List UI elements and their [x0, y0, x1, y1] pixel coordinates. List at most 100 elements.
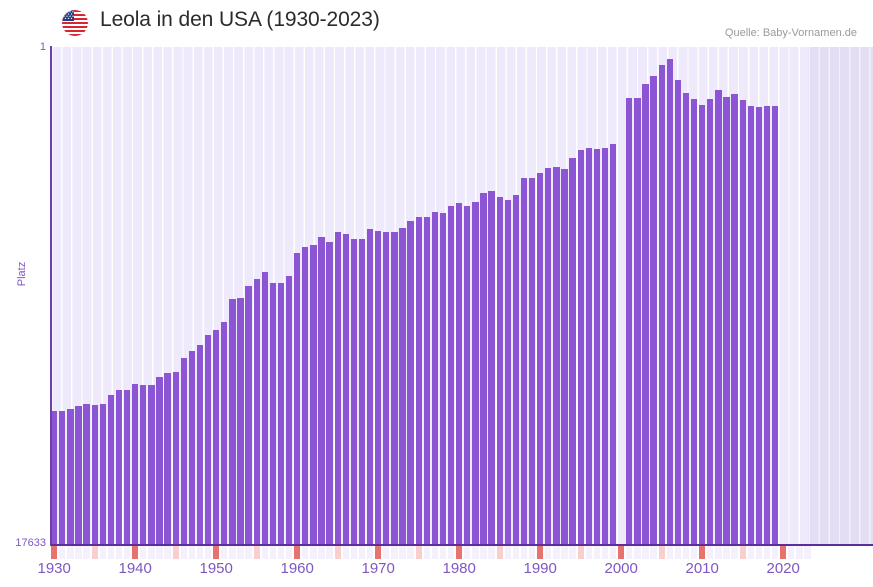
x-tick-major [132, 546, 139, 559]
x-tick-major [213, 546, 220, 559]
x-axis-tick-label: 1990 [523, 560, 557, 577]
x-tick-minor [358, 546, 366, 559]
bar [107, 395, 115, 545]
bar [569, 158, 576, 545]
x-tick-minor [464, 546, 471, 559]
bar [229, 299, 236, 545]
x-tick-minor [804, 546, 811, 559]
x-tick-major [294, 546, 301, 559]
bar [245, 286, 252, 545]
bar [261, 271, 268, 545]
x-tick-minor [366, 546, 374, 559]
x-tick-minor [747, 546, 754, 559]
x-tick-minor [148, 546, 155, 559]
x-tick-minor [528, 546, 536, 559]
x-tick-minor [261, 546, 268, 559]
bar [520, 177, 528, 545]
bar [391, 232, 398, 545]
us-flag-icon [62, 10, 88, 36]
bar [650, 76, 657, 545]
x-tick-minor [431, 546, 439, 559]
bar [375, 231, 382, 545]
x-tick-major [618, 546, 625, 559]
x-tick-minor [391, 546, 398, 559]
x-tick-minor [399, 546, 406, 559]
x-tick-minor [771, 546, 779, 559]
x-tick-major [537, 546, 544, 559]
x-tick-minor [504, 546, 511, 559]
bar [180, 358, 187, 545]
bar [123, 390, 131, 545]
x-tick-minor [755, 546, 763, 559]
bar [83, 403, 90, 545]
x-tick-minor [83, 546, 90, 559]
bar [561, 168, 568, 545]
bar [140, 385, 147, 545]
bar [537, 172, 544, 545]
bar [99, 403, 106, 545]
x-tick-minor [123, 546, 131, 559]
x-tick-minor [196, 546, 204, 559]
bar [326, 242, 333, 545]
bar [674, 79, 682, 545]
x-axis-tick-label: 1980 [442, 560, 476, 577]
x-tick-minor [674, 546, 682, 559]
bar [172, 371, 179, 545]
x-tick-minor [180, 546, 187, 559]
x-tick-minor [609, 546, 617, 559]
bar [771, 105, 779, 545]
x-tick-minor [488, 546, 495, 559]
x-tick-minor [164, 546, 171, 559]
bar [464, 206, 471, 545]
x-tick-minor [253, 546, 260, 559]
x-axis-tick-label: 2020 [766, 560, 800, 577]
bar [423, 216, 430, 545]
bar [253, 278, 260, 545]
x-tick-minor [512, 546, 520, 559]
x-tick-minor [634, 546, 641, 559]
x-axis-tick-label: 1960 [280, 560, 314, 577]
x-tick-major [51, 546, 58, 559]
bar [269, 282, 277, 545]
x-tick-minor [318, 546, 325, 559]
bar [302, 247, 309, 545]
bar [504, 199, 511, 545]
page-title: Leola in den USA (1930-2023) [100, 8, 380, 31]
bar [366, 228, 374, 545]
bar [342, 234, 349, 545]
bar [399, 227, 406, 545]
x-tick-minor [172, 546, 179, 559]
x-tick-minor [650, 546, 657, 559]
bar [294, 253, 301, 545]
bar [67, 408, 74, 545]
bar [204, 334, 212, 545]
x-axis-tick-label: 1950 [199, 560, 233, 577]
x-tick-minor [342, 546, 349, 559]
x-tick-minor [269, 546, 277, 559]
bar [585, 147, 592, 545]
x-tick-minor [707, 546, 714, 559]
bar [609, 143, 617, 545]
x-tick-minor [520, 546, 528, 559]
bar [739, 99, 746, 545]
bar [480, 192, 487, 545]
shaded-recent-years-region [808, 47, 873, 545]
x-tick-minor [480, 546, 487, 559]
x-tick-minor [553, 546, 560, 559]
x-tick-minor [237, 546, 244, 559]
bar [747, 105, 754, 545]
bar [51, 410, 58, 545]
bar [642, 84, 649, 545]
x-tick-minor [472, 546, 479, 559]
x-tick-minor [642, 546, 649, 559]
x-tick-minor [690, 546, 698, 559]
bar [213, 329, 220, 545]
x-axis-line [51, 544, 873, 546]
x-tick-minor [277, 546, 285, 559]
bar [221, 321, 228, 545]
x-axis-tick-label: 1970 [361, 560, 395, 577]
x-tick-minor [188, 546, 196, 559]
bar [439, 212, 447, 545]
x-tick-minor [334, 546, 341, 559]
